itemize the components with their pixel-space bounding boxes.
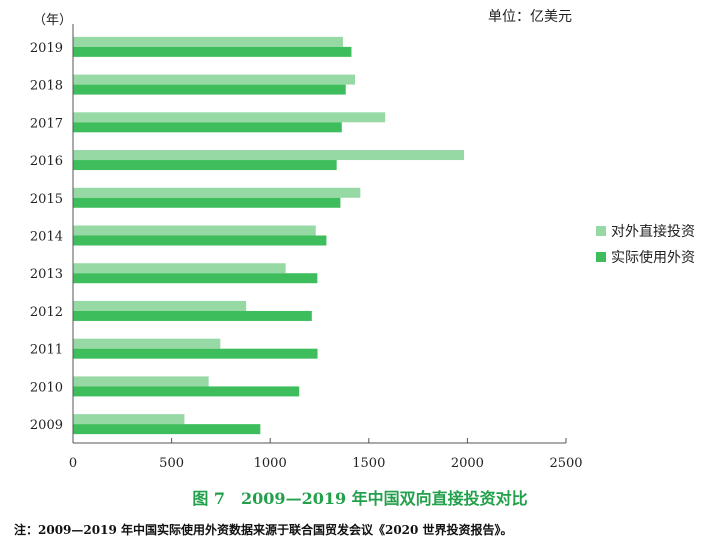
y-tick-label-2011: 2011 [30, 343, 63, 358]
y-tick-label-2017: 2017 [30, 116, 63, 131]
bar-outbound-2019 [73, 36, 343, 47]
x-tick-label-0: 0 [69, 456, 77, 471]
bar-outbound-2010 [73, 376, 209, 387]
x-tick-label-1000: 1000 [254, 456, 287, 471]
bar-inbound-2010 [73, 386, 300, 397]
legend-item-outbound: 对外直接投资 [596, 218, 695, 244]
y-tick-label-2015: 2015 [30, 192, 63, 207]
unit-label: 单位：亿美元 [488, 9, 572, 25]
bar-inbound-2019 [73, 46, 352, 57]
bar-outbound-2012 [73, 300, 247, 311]
bar-outbound-2017 [73, 112, 386, 123]
x-tick-label-2500: 2500 [549, 456, 582, 471]
bar-chart: 2019 2018 2017 2016 2015 2014 2013 2012 2011 2010… [30, 24, 583, 471]
bar-inbound-2014 [73, 235, 327, 246]
legend-swatch-inbound [596, 252, 606, 262]
bar-outbound-2018 [73, 74, 355, 85]
source-note: 注：2009—2019 年中国实际使用外资数据来源于联合国贸发会议《2020 世… [14, 523, 513, 537]
y-tick-label-2018: 2018 [30, 79, 63, 94]
bar-inbound-2016 [73, 160, 337, 171]
bar-outbound-2009 [73, 414, 185, 425]
bar-inbound-2009 [73, 424, 261, 435]
y-axis-label: （年） [33, 13, 73, 28]
bar-inbound-2012 [73, 310, 312, 321]
y-tick-label-2010: 2010 [30, 380, 63, 395]
figure-caption: 图 7 2009—2019 年中国双向直接投资对比 [192, 489, 528, 508]
y-tick-label-2009: 2009 [30, 418, 63, 433]
bar-inbound-2018 [73, 84, 346, 95]
x-tick-label-500: 500 [159, 456, 184, 471]
bar-inbound-2013 [73, 273, 318, 284]
legend-label-outbound: 对外直接投资 [611, 224, 695, 240]
legend-item-inbound: 实际使用外资 [596, 244, 695, 270]
legend-label-inbound: 实际使用外资 [611, 250, 695, 266]
bar-inbound-2017 [73, 122, 342, 133]
bar-outbound-2014 [73, 225, 316, 236]
bar-inbound-2015 [73, 197, 341, 208]
bar-outbound-2015 [73, 187, 361, 198]
y-tick-label-2014: 2014 [30, 230, 63, 245]
y-tick-label-2012: 2012 [30, 305, 63, 320]
bar-outbound-2011 [73, 338, 221, 349]
bar-outbound-2016 [73, 150, 465, 161]
legend-swatch-outbound [596, 226, 606, 236]
legend: 对外直接投资 实际使用外资 [596, 218, 695, 270]
bar-outbound-2013 [73, 263, 286, 274]
x-tick-label-1500: 1500 [352, 456, 385, 471]
y-tick-label-2016: 2016 [30, 154, 63, 169]
x-tick-label-2000: 2000 [451, 456, 484, 471]
bar-inbound-2011 [73, 348, 318, 359]
y-tick-label-2013: 2013 [30, 267, 63, 282]
y-tick-label-2019: 2019 [30, 41, 63, 56]
